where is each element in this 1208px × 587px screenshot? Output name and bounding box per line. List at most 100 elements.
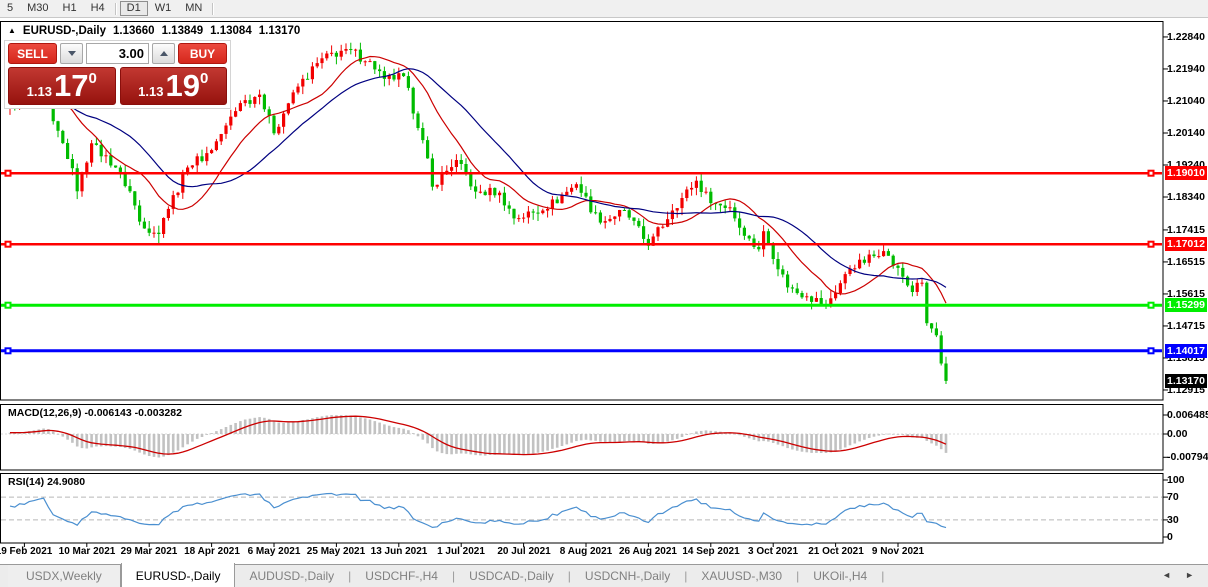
ohlc-open: 1.13660 [113,25,155,37]
current-price-label: 1.13170 [1165,374,1207,388]
timeframe-button-mn[interactable]: MN [185,2,203,14]
ohlc-close: 1.13170 [258,25,301,37]
hline-price-label: 1.17012 [1165,237,1207,251]
sell-price-pipette: 0 [88,70,97,87]
date-tick-label: 18 Apr 2021 [184,546,240,557]
buy-price-pips: 19 [165,68,200,103]
price-tick-label: 1.21940 [1167,63,1205,75]
rsi-line [9,492,947,529]
timeframe-button-d1[interactable]: D1 [119,1,148,16]
chart-tab-audusd-daily[interactable]: AUDUSD-,Daily [249,569,335,583]
chart-tab-usdcnh-daily[interactable]: USDCNH-,Daily [584,569,671,583]
hline-price-label: 1.19010 [1165,166,1207,180]
tab-separator: | [348,569,352,583]
price-tick-label: 1.16515 [1167,256,1205,268]
date-tick-label: 8 Aug 2021 [559,546,613,557]
rsi-tick-label: 0 [1167,531,1173,543]
tab-separator: | [567,569,571,583]
moving-average-line-26 [9,68,947,288]
tab-separator: | [796,569,800,583]
horizontal-line-1.19010[interactable] [1,169,1162,177]
toolbar-separator [114,2,117,15]
price-tick-label: 1.22840 [1167,31,1205,43]
date-tick-label: 25 May 2021 [306,546,366,557]
hline-price-label: 1.14017 [1165,344,1207,358]
timeframe-toolbar: 5 M30 H1 H4 D1 W1 MN [0,0,1208,18]
volume-decrease-button[interactable] [60,43,83,64]
macd-tick-label: -0.007947 [1167,451,1208,463]
date-tick-label: 3 Oct 2021 [747,546,799,557]
chart-header: ▲ EURUSD-,Daily 1.13660 1.13849 1.13084 … [8,25,300,37]
date-tick-label: 9 Nov 2021 [871,546,925,557]
timeframe-button-h1[interactable]: H1 [62,2,77,14]
rsi-tick-label: 30 [1167,514,1179,526]
toolbar-separator [212,2,215,15]
timeframe-button-m30[interactable]: M30 [27,2,49,14]
price-tick-label: 1.17415 [1167,224,1205,236]
price-tick-label: 1.15615 [1167,288,1205,300]
macd-signal-line [10,415,947,456]
macd-histogram [8,415,948,458]
chevron-up-icon [159,51,168,56]
date-tick-label: 20 Jul 2021 [497,546,551,557]
buy-price-base: 1.13 [138,84,164,99]
price-tick-label: 1.18340 [1167,191,1205,203]
chart-tab-ukoil-h4[interactable]: UKOil-,H4 [813,569,868,583]
chart-tab-usdchf-h4[interactable]: USDCHF-,H4 [365,569,438,583]
sell-price-button[interactable]: 1.13 17 0 [8,67,116,105]
tab-separator: | [881,569,885,583]
macd-indicator-label: MACD(12,26,9) -0.006143 -0.003282 [8,407,182,419]
date-tick-label: 14 Sep 2021 [682,546,740,557]
price-tick-label: 1.20140 [1167,127,1205,139]
rsi-indicator-label: RSI(14) 24.9080 [8,476,86,488]
timeframe-button-h4[interactable]: H4 [90,2,105,14]
date-tick-label: 26 Aug 2021 [619,546,677,557]
date-tick-label: 21 Oct 2021 [808,546,864,557]
date-tick-label: 10 Mar 2021 [58,546,116,557]
date-tick-label: 6 May 2021 [247,546,301,557]
timeframe-button-w1[interactable]: W1 [154,2,172,14]
chart-tab-xauusd-m30[interactable]: XAUUSD-,M30 [701,569,783,583]
candlestick-series [8,42,948,384]
sell-price-base: 1.13 [26,84,52,99]
date-tick-label: 19 Feb 2021 [0,546,53,557]
volume-input[interactable] [86,43,149,64]
horizontal-line-1.17012[interactable] [1,240,1162,248]
tab-separator: | [451,569,456,583]
timeframe-button-5[interactable]: 5 [7,2,14,14]
one-click-trading-panel: SELL BUY 1.13 17 0 1.13 19 0 [4,40,231,109]
ohlc-low: 1.13084 [210,25,252,37]
tab-scroll-left-icon[interactable]: ◄ [1162,570,1172,580]
date-tick-label: 13 Jun 2021 [370,546,428,557]
date-tick-label: 29 Mar 2021 [120,546,178,557]
tab-separator: | [684,569,688,583]
sell-button[interactable]: SELL [8,43,57,64]
macd-tick-label: 0.006485 [1167,409,1208,421]
hline-price-label: 1.15299 [1165,298,1207,312]
collapse-panel-icon[interactable]: ▲ [8,25,16,35]
volume-increase-button[interactable] [152,43,175,64]
rsi-tick-label: 70 [1167,491,1179,503]
buy-price-pipette: 0 [199,70,209,87]
price-tick-label: 1.21040 [1167,95,1205,107]
chart-tab-usdx-weekly[interactable]: USDX,Weekly [8,565,121,587]
chevron-down-icon [67,51,76,56]
buy-price-button[interactable]: 1.13 19 0 [119,67,227,105]
macd-tick-label: 0.00 [1167,428,1188,440]
price-tick-label: 1.14715 [1167,320,1205,332]
tab-scroll-buttons: ◄ ► [1162,570,1194,580]
chart-tab-usdcad-daily[interactable]: USDCAD-,Daily [469,569,554,583]
buy-button[interactable]: BUY [178,43,227,64]
symbol-label: EURUSD-,Daily [22,25,106,37]
macd-panel-frame [0,404,1164,471]
main-panel-frame [0,21,1164,401]
date-tick-label: 1 Jul 2021 [437,546,485,557]
rsi-tick-label: 100 [1167,474,1185,486]
chart-tab-eurusd-daily[interactable]: EURUSD-,Daily [120,563,236,587]
tab-scroll-right-icon[interactable]: ► [1185,570,1194,580]
horizontal-line-1.15299[interactable] [1,301,1162,309]
sell-price-pips: 17 [53,68,89,103]
horizontal-line-1.14017[interactable] [1,347,1162,355]
ohlc-high: 1.13849 [161,25,204,37]
